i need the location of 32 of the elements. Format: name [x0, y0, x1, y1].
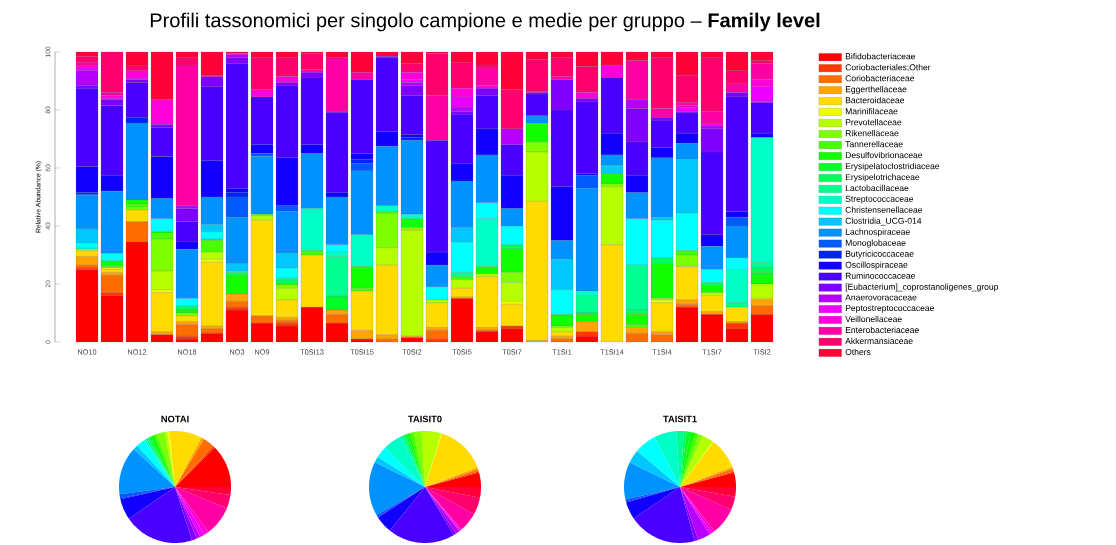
chart-title: NOTAI [161, 415, 189, 423]
legend-label: [Eubacterium]_coprostanoligenes_group [845, 283, 999, 292]
legend-label: Oscillospiraceae [845, 261, 908, 270]
legend-label: Butyricicoccaceae [845, 250, 914, 259]
legend-label: Prevotellaceae [845, 118, 902, 126]
legend-label: Veillonellaceae [845, 315, 902, 323]
legend-label: Clostridia_UCG-014 [845, 217, 922, 226]
legend-label: Akkermansiaceae [845, 337, 913, 345]
legend-label: Rikenellaceae [845, 129, 899, 137]
chart-title: TAISIT1 [663, 415, 697, 423]
legend-label: Desulfovibrionaceae [845, 151, 923, 159]
legend-label: Coriobacteriales;Other [845, 64, 931, 72]
legend-label: Marinifilaceae [845, 107, 898, 115]
legend-label: Eggerthellaceae [845, 86, 907, 94]
legend-label: Christensenellaceae [845, 206, 923, 213]
chart-title: TAISIT0 [408, 415, 442, 423]
legend-label: Monoglobaceae [845, 239, 906, 248]
legend-label: Anaerovoracaceae [845, 294, 917, 301]
legend-label: Enterobacteriaceae [845, 326, 919, 334]
legend-label: Bifidobacteriaceae [845, 53, 916, 60]
legend-label: Erysipelatoclostridiaceae [845, 162, 940, 171]
legend-label: Ruminococcaceae [845, 272, 916, 279]
legend-label: Lactobacillaceae [845, 184, 909, 192]
legend-label: Peptostreptococcaceae [845, 305, 934, 313]
legend-label: Others [845, 348, 871, 356]
legend-label: Erysipelotrichaceae [845, 173, 920, 182]
legend-label: Bacteroidaceae [845, 96, 905, 104]
chart-title: Profili tassonomici per singolo campione e medie per gruppo – Family level [150, 12, 820, 32]
legend-label: Tannerellaceae [845, 140, 903, 148]
legend-label: Lachnospiraceae [845, 228, 910, 237]
legend-label: Streptococcaceae [845, 195, 914, 204]
legend-label: Coriobacteriaceae [845, 75, 915, 82]
